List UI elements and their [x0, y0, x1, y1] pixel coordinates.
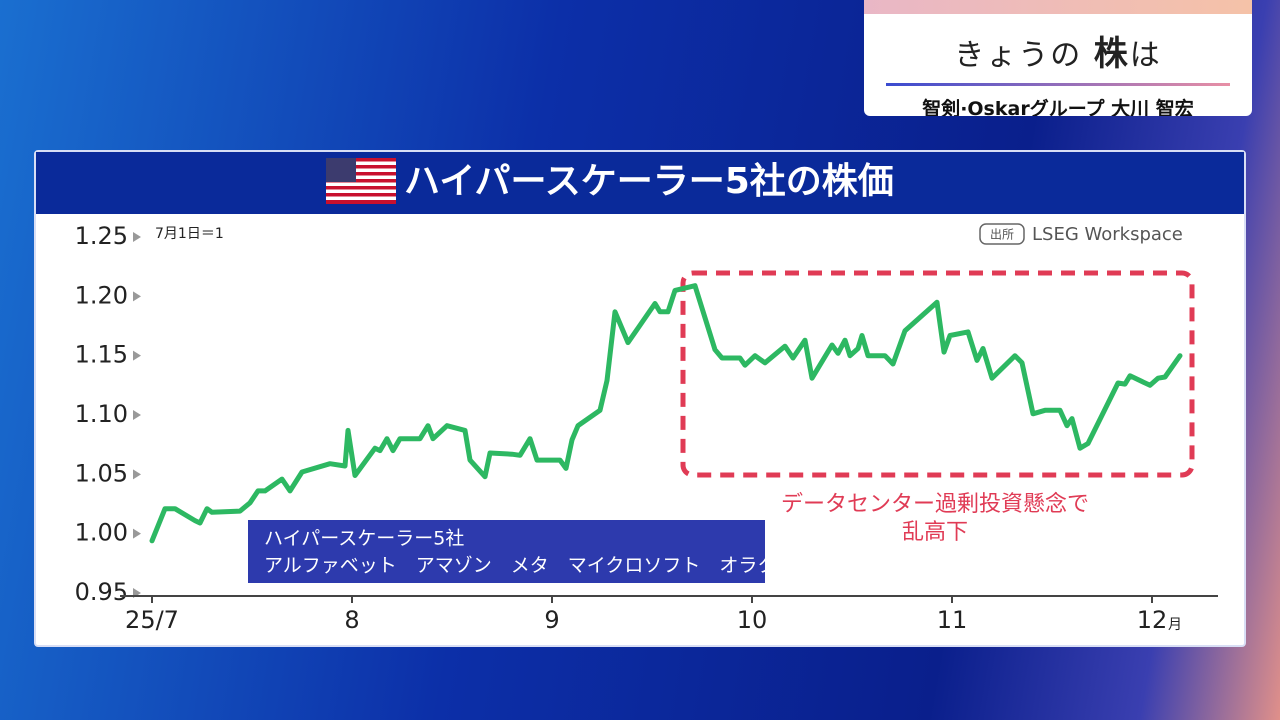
x-tick-label: 11 — [937, 606, 968, 634]
source: LSEG Workspace — [1032, 224, 1183, 245]
header-title: きょうの 株は — [864, 26, 1252, 75]
title-prefix: きょうの — [954, 38, 1083, 73]
y-tick — [133, 410, 141, 420]
x-tick-label: 25/7 — [125, 606, 179, 634]
title-bar — [36, 152, 1244, 214]
header-rule — [886, 83, 1230, 86]
program-header: きょうの 株は 智剣·Oskarグループ 大川 智宏 — [864, 0, 1252, 116]
legend-box — [248, 520, 765, 583]
y-tick-label: 1.05 — [75, 459, 128, 487]
legend-members: アルファベット アマゾン メタ マイクロソフト オラクル — [264, 555, 795, 577]
y-tick-label: 0.95 — [75, 578, 128, 606]
header-subtitle: 智剣·Oskarグループ 大川 智宏 — [922, 98, 1194, 116]
y-tick — [133, 350, 141, 361]
y-tick — [133, 469, 141, 480]
annotation: 乱高下 — [902, 520, 968, 545]
source-tag: 出所 — [990, 228, 1014, 242]
x-tick-label: 8 — [344, 606, 359, 634]
x-tick-label: 9 — [544, 606, 559, 634]
price-line — [149, 283, 1183, 544]
legend-title: ハイパースケーラー5社 — [264, 528, 464, 550]
x-tick-label: 10 — [737, 606, 768, 634]
chart-title: ハイパースケーラー5社の株価 — [404, 161, 894, 202]
title-main: 株 — [1093, 34, 1130, 74]
x-unit: 月 — [1168, 617, 1182, 633]
y-tick-label: 1.10 — [75, 400, 128, 428]
y-tick-label: 1.25 — [75, 222, 128, 250]
title-suffix: は — [1129, 38, 1162, 73]
y-tick — [133, 291, 141, 302]
chart-note: 7月1日＝1 — [155, 226, 224, 242]
x-tick-label: 12 — [1137, 606, 1168, 634]
y-tick-label: 1.15 — [75, 341, 128, 369]
highlight-box — [680, 270, 1195, 478]
us-flag — [326, 158, 396, 204]
y-tick — [133, 528, 141, 539]
annotation: データセンター過剰投資懸念で — [781, 492, 1089, 517]
y-tick — [133, 232, 141, 242]
source-tag-box — [979, 223, 1025, 245]
y-tick-label: 1.20 — [75, 281, 128, 309]
header-stripe — [864, 0, 1252, 14]
y-tick-label: 1.00 — [75, 519, 128, 547]
